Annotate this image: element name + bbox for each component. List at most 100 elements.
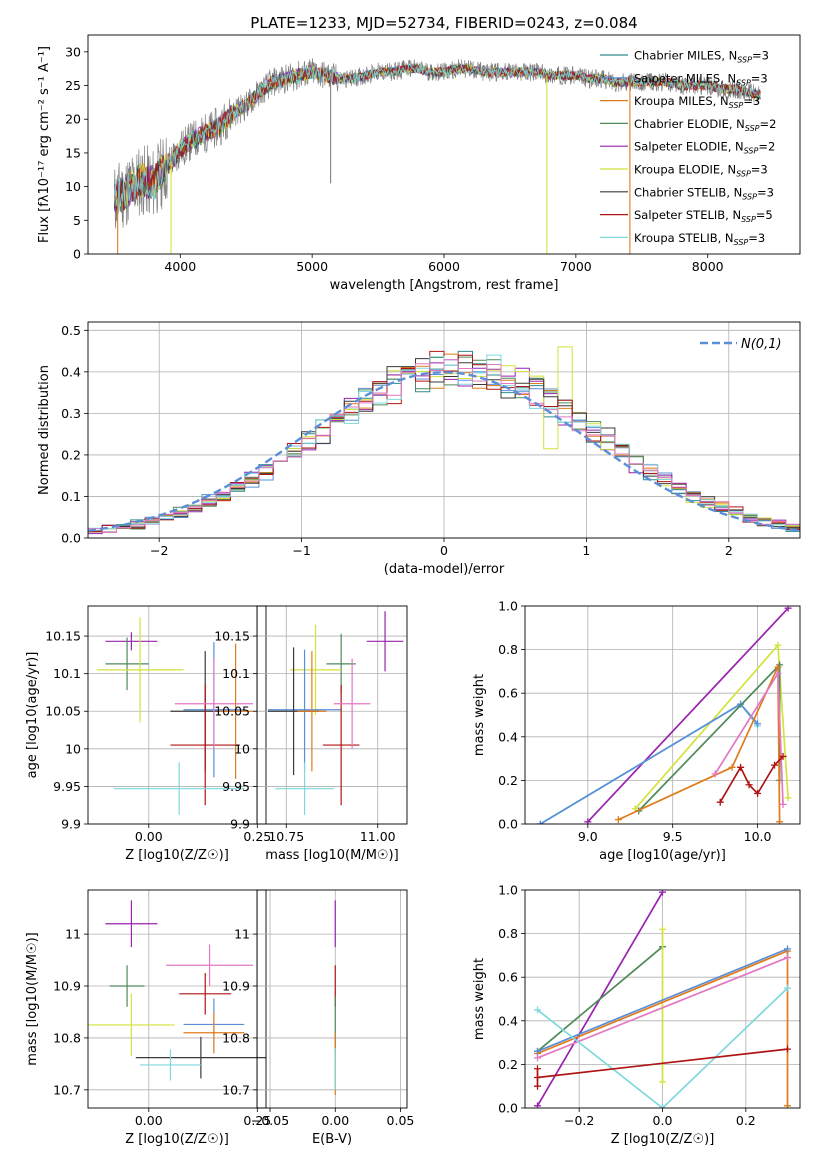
y-axis-label: Normed distribution [37, 365, 52, 495]
residual-histogram-step [88, 358, 800, 533]
plot-area [96, 617, 253, 815]
x-tick-label: −0.05 [251, 1113, 289, 1128]
panel-8: −0.2 0.0 0.2 0.0 0.2 0.4 0.6 0.8 1.0 Z [log10(Z/Z… [472, 883, 801, 1147]
legend-label-value: =5 [756, 208, 773, 222]
y-tick-label: 10.9 [222, 979, 250, 994]
data-marker [784, 1102, 791, 1108]
y-tick-label: 10 [65, 179, 81, 194]
data-marker [774, 663, 782, 671]
y-tick-label: 0.1 [61, 489, 81, 504]
y-tick-label: 0.2 [498, 773, 518, 788]
y-tick-label: 0.2 [498, 1057, 518, 1072]
legend-label-value: =3 [752, 49, 769, 63]
axes-frame [87, 605, 267, 825]
legend-label-subscript: SSP [736, 78, 751, 87]
legend-label-value: =3 [751, 163, 768, 177]
legend-label: Chabrier MILES, NSSP=3 [634, 49, 769, 65]
y-tick-label: 10 [65, 741, 81, 756]
data-marker [774, 670, 782, 678]
y-axis-label: mass [log10(M/M☉)] [25, 932, 40, 1065]
y-tick-label: 0.5 [61, 323, 81, 338]
y-tick-label: 10.7 [222, 1082, 250, 1097]
panel-1: 4000 5000 6000 7000 8000 0 5 10 15 20 25 30 waveleng… [37, 14, 801, 293]
legend-label: Kroupa STELIB, NSSP=3 [634, 231, 765, 247]
data-marker [659, 1104, 666, 1108]
x-tick-label: 0.00 [135, 1113, 163, 1128]
x-axis-label: Z [log10(Z/Z☉)] [125, 1132, 229, 1147]
legend-label-subscript: SSP [729, 101, 744, 110]
data-marker [534, 1065, 541, 1073]
x-tick-label: 5000 [296, 259, 328, 274]
y-tick-label: 9.9 [61, 817, 81, 832]
y-tick-label: 10.05 [214, 704, 250, 719]
y-tick-label: 11 [65, 927, 81, 942]
legend-label: Salpeter STELIB, NSSP=5 [634, 208, 773, 224]
legend-label: Kroupa ELODIE, NSSP=3 [634, 163, 768, 179]
y-tick-label: 9.95 [53, 779, 81, 794]
x-tick-label: 10.75 [268, 829, 304, 844]
plot-area [88, 346, 800, 535]
x-tick-label: 0 [440, 543, 448, 558]
data-marker [716, 798, 724, 806]
residual-histogram-step [88, 359, 800, 533]
y-tick-label: 10.8 [222, 1030, 250, 1045]
y-tick-label: 0.8 [498, 642, 518, 657]
x-tick-label: 0.2 [736, 1113, 756, 1128]
y-tick-label: 10.15 [45, 629, 81, 644]
x-tick-label: 0.0 [653, 1113, 673, 1128]
legend-label-subscript: SSP [745, 124, 760, 133]
y-tick-label: 0.0 [61, 531, 81, 546]
residual-histogram-step [88, 346, 800, 533]
model-spectrum-line [113, 63, 761, 214]
data-marker [779, 800, 787, 808]
legend-label-value: =2 [760, 117, 777, 131]
plot-area [88, 900, 266, 1081]
legend-label-text: Kroupa ELODIE, N [634, 163, 736, 177]
x-tick-label: 7000 [560, 259, 592, 274]
y-tick-label: 20 [65, 112, 81, 127]
panel-2: −2 −1 0 1 2 0.0 0.1 0.2 0.3 0.4 0.5 (data-model)/er… [37, 321, 801, 577]
y-axis-label: mass weight [472, 674, 487, 756]
mass-weight-line [638, 662, 781, 812]
data-marker [784, 984, 791, 992]
data-marker [536, 820, 544, 824]
legend-label-text: Kroupa MILES, N [634, 94, 729, 108]
legend-label-text: Chabrier STELIB, N [634, 185, 742, 199]
y-tick-label: 0.6 [498, 686, 518, 701]
y-tick-label: 9.9 [230, 817, 250, 832]
data-marker [784, 794, 792, 802]
y-tick-label: 1.0 [498, 883, 518, 898]
y-axis-label: age [log10(age/yr)] [25, 652, 40, 779]
panel-4: 10.75 11.00 9.9 9.95 10 10.05 10.1 10.15 mass [l… [214, 605, 408, 863]
mass-weight-line [536, 987, 789, 1108]
x-axis-label: E(B-V) [312, 1132, 352, 1147]
legend-label-subscript: SSP [736, 170, 751, 179]
y-tick-label: 10.9 [53, 979, 81, 994]
y-tick-label: 0.0 [498, 1101, 518, 1116]
mass-weight-line [537, 956, 788, 1059]
y-tick-label: 0.4 [498, 729, 518, 744]
x-tick-label: −1 [292, 543, 310, 558]
data-marker [534, 1102, 541, 1108]
panel-7: −0.05 0.00 0.05 10.7 10.8 10.9 11 E(B-V) [222, 889, 415, 1147]
legend-label-text: Salpeter ELODIE, N [634, 140, 744, 154]
x-tick-label: 9.5 [663, 829, 683, 844]
legend-label: Chabrier ELODIE, NSSP=2 [634, 117, 776, 133]
data-marker [754, 720, 762, 728]
x-axis-label: Z [log10(Z/Z☉)] [125, 848, 229, 863]
data-marker [659, 925, 666, 933]
x-tick-label: −0.2 [564, 1113, 594, 1128]
y-tick-label: 15 [65, 145, 81, 160]
x-tick-label: 4000 [164, 259, 196, 274]
x-tick-label: 0.25 [243, 829, 271, 844]
x-tick-label: 9.0 [578, 829, 598, 844]
y-tick-label: 9.95 [222, 779, 250, 794]
x-axis-label: wavelength [Angstrom, rest frame] [330, 278, 559, 293]
y-tick-label: 30 [65, 44, 81, 59]
legend-label-text: Salpeter MILES, N [634, 71, 736, 85]
data-marker [584, 818, 592, 824]
data-marker [776, 818, 784, 824]
x-tick-label: 0.05 [387, 1113, 415, 1128]
axes-frame [256, 605, 408, 825]
